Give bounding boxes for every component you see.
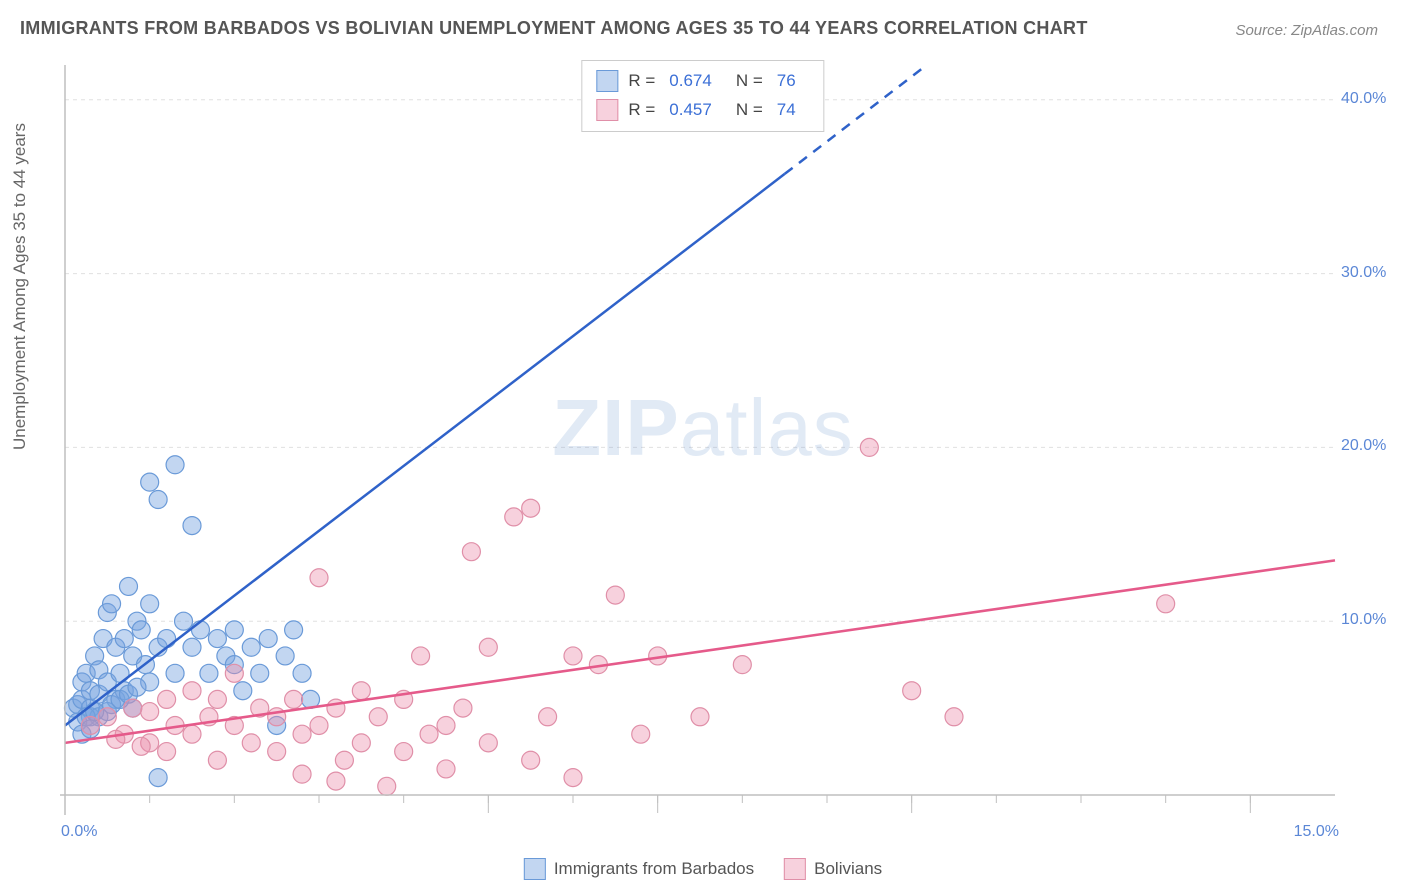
legend-item-0: Immigrants from Barbados: [524, 858, 754, 880]
n-value-1: 74: [777, 96, 796, 125]
y-axis-label: Unemployment Among Ages 35 to 44 years: [10, 123, 30, 450]
axis-tick-label: 10.0%: [1341, 611, 1386, 629]
correlation-legend: R = 0.674 N = 76 R = 0.457 N = 74: [581, 60, 824, 132]
legend-item-1: Bolivians: [784, 858, 882, 880]
chart-container: IMMIGRANTS FROM BARBADOS VS BOLIVIAN UNE…: [0, 0, 1406, 892]
swatch-series-1: [596, 99, 618, 121]
source-attribution: Source: ZipAtlas.com: [1235, 22, 1378, 39]
r-label: R =: [628, 67, 655, 96]
n-value-0: 76: [777, 67, 796, 96]
swatch-series-0: [596, 70, 618, 92]
chart-title: IMMIGRANTS FROM BARBADOS VS BOLIVIAN UNE…: [20, 18, 1088, 39]
axis-tick-label: 20.0%: [1341, 437, 1386, 455]
series-legend: Immigrants from Barbados Bolivians: [524, 858, 882, 880]
correlation-scatter-chart: [55, 55, 1385, 845]
axis-tick-label: 0.0%: [61, 823, 97, 841]
swatch-series-1: [784, 858, 806, 880]
legend-label-0: Immigrants from Barbados: [554, 859, 754, 879]
axis-tick-label: 15.0%: [1294, 823, 1339, 841]
r-value-0: 0.674: [669, 67, 712, 96]
legend-row-series-1: R = 0.457 N = 74: [596, 96, 809, 125]
n-label: N =: [736, 96, 763, 125]
r-label: R =: [628, 96, 655, 125]
swatch-series-0: [524, 858, 546, 880]
legend-row-series-0: R = 0.674 N = 76: [596, 67, 809, 96]
legend-label-1: Bolivians: [814, 859, 882, 879]
axis-tick-label: 40.0%: [1341, 90, 1386, 108]
axis-tick-label: 30.0%: [1341, 264, 1386, 282]
r-value-1: 0.457: [669, 96, 712, 125]
n-label: N =: [736, 67, 763, 96]
